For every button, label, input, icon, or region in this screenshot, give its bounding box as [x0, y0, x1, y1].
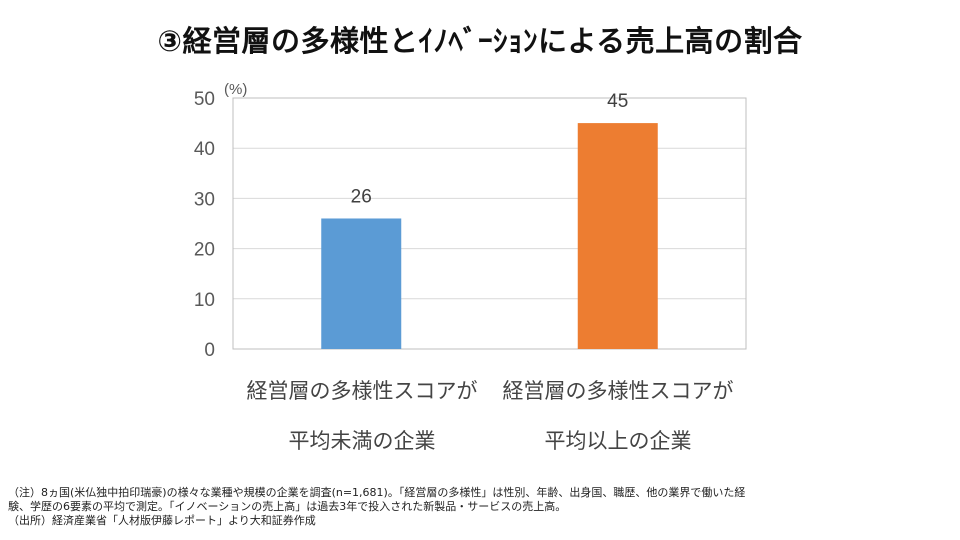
category-label-below-average: 経営層の多様性スコアが 平均未満の企業	[222, 366, 502, 466]
plot-frame	[232, 97, 747, 350]
gridlines	[233, 97, 746, 350]
page-title: ③経営層の多様性とｲﾉﾍﾞｰｼｮﾝによる売上高の割合	[157, 24, 803, 58]
y-tick-label: 50	[194, 89, 215, 110]
footnote-line: （出所）経済産業省「人材版伊藤レポート」より大和証券作成	[8, 514, 316, 527]
category-label-above-average: 経営層の多様性スコアが 平均以上の企業	[478, 366, 758, 466]
data-labels: 26 45	[351, 91, 629, 207]
bar-above-average	[577, 123, 658, 349]
bar-below-average	[321, 218, 402, 349]
category-label-line: 平均未満の企業	[288, 429, 436, 453]
y-tick-label: 40	[194, 139, 215, 160]
category-label-line: 経営層の多様性スコアが	[502, 379, 734, 403]
footnotes: （注）8ヵ国(米仏独中拍印瑞豪)の様々な業種や規模の企業を調査(n=1,681)…	[8, 486, 958, 528]
y-tick-label: 0	[204, 340, 215, 361]
category-label-line: 経営層の多様性スコアが	[246, 379, 478, 403]
footnote-line: （注）8ヵ国(米仏独中拍印瑞豪)の様々な業種や規模の企業を調査(n=1,681)…	[8, 486, 746, 499]
bar-chart: 0 10 20 30 40 50 (%) 26 45	[194, 81, 747, 361]
bars	[321, 123, 658, 349]
footnote-line: 験、学歴の6要素の平均で測定。「イノベーションの売上高」は過去3年で投入された新…	[8, 500, 567, 513]
y-tick-label: 20	[194, 240, 215, 261]
y-axis-unit: (%)	[224, 81, 247, 98]
y-tick-label: 30	[194, 189, 215, 210]
y-axis-ticks: 0 10 20 30 40 50	[194, 89, 215, 361]
data-label: 26	[351, 186, 372, 207]
data-label: 45	[607, 91, 628, 112]
category-label-line: 平均以上の企業	[544, 429, 692, 453]
y-tick-label: 10	[194, 290, 215, 311]
